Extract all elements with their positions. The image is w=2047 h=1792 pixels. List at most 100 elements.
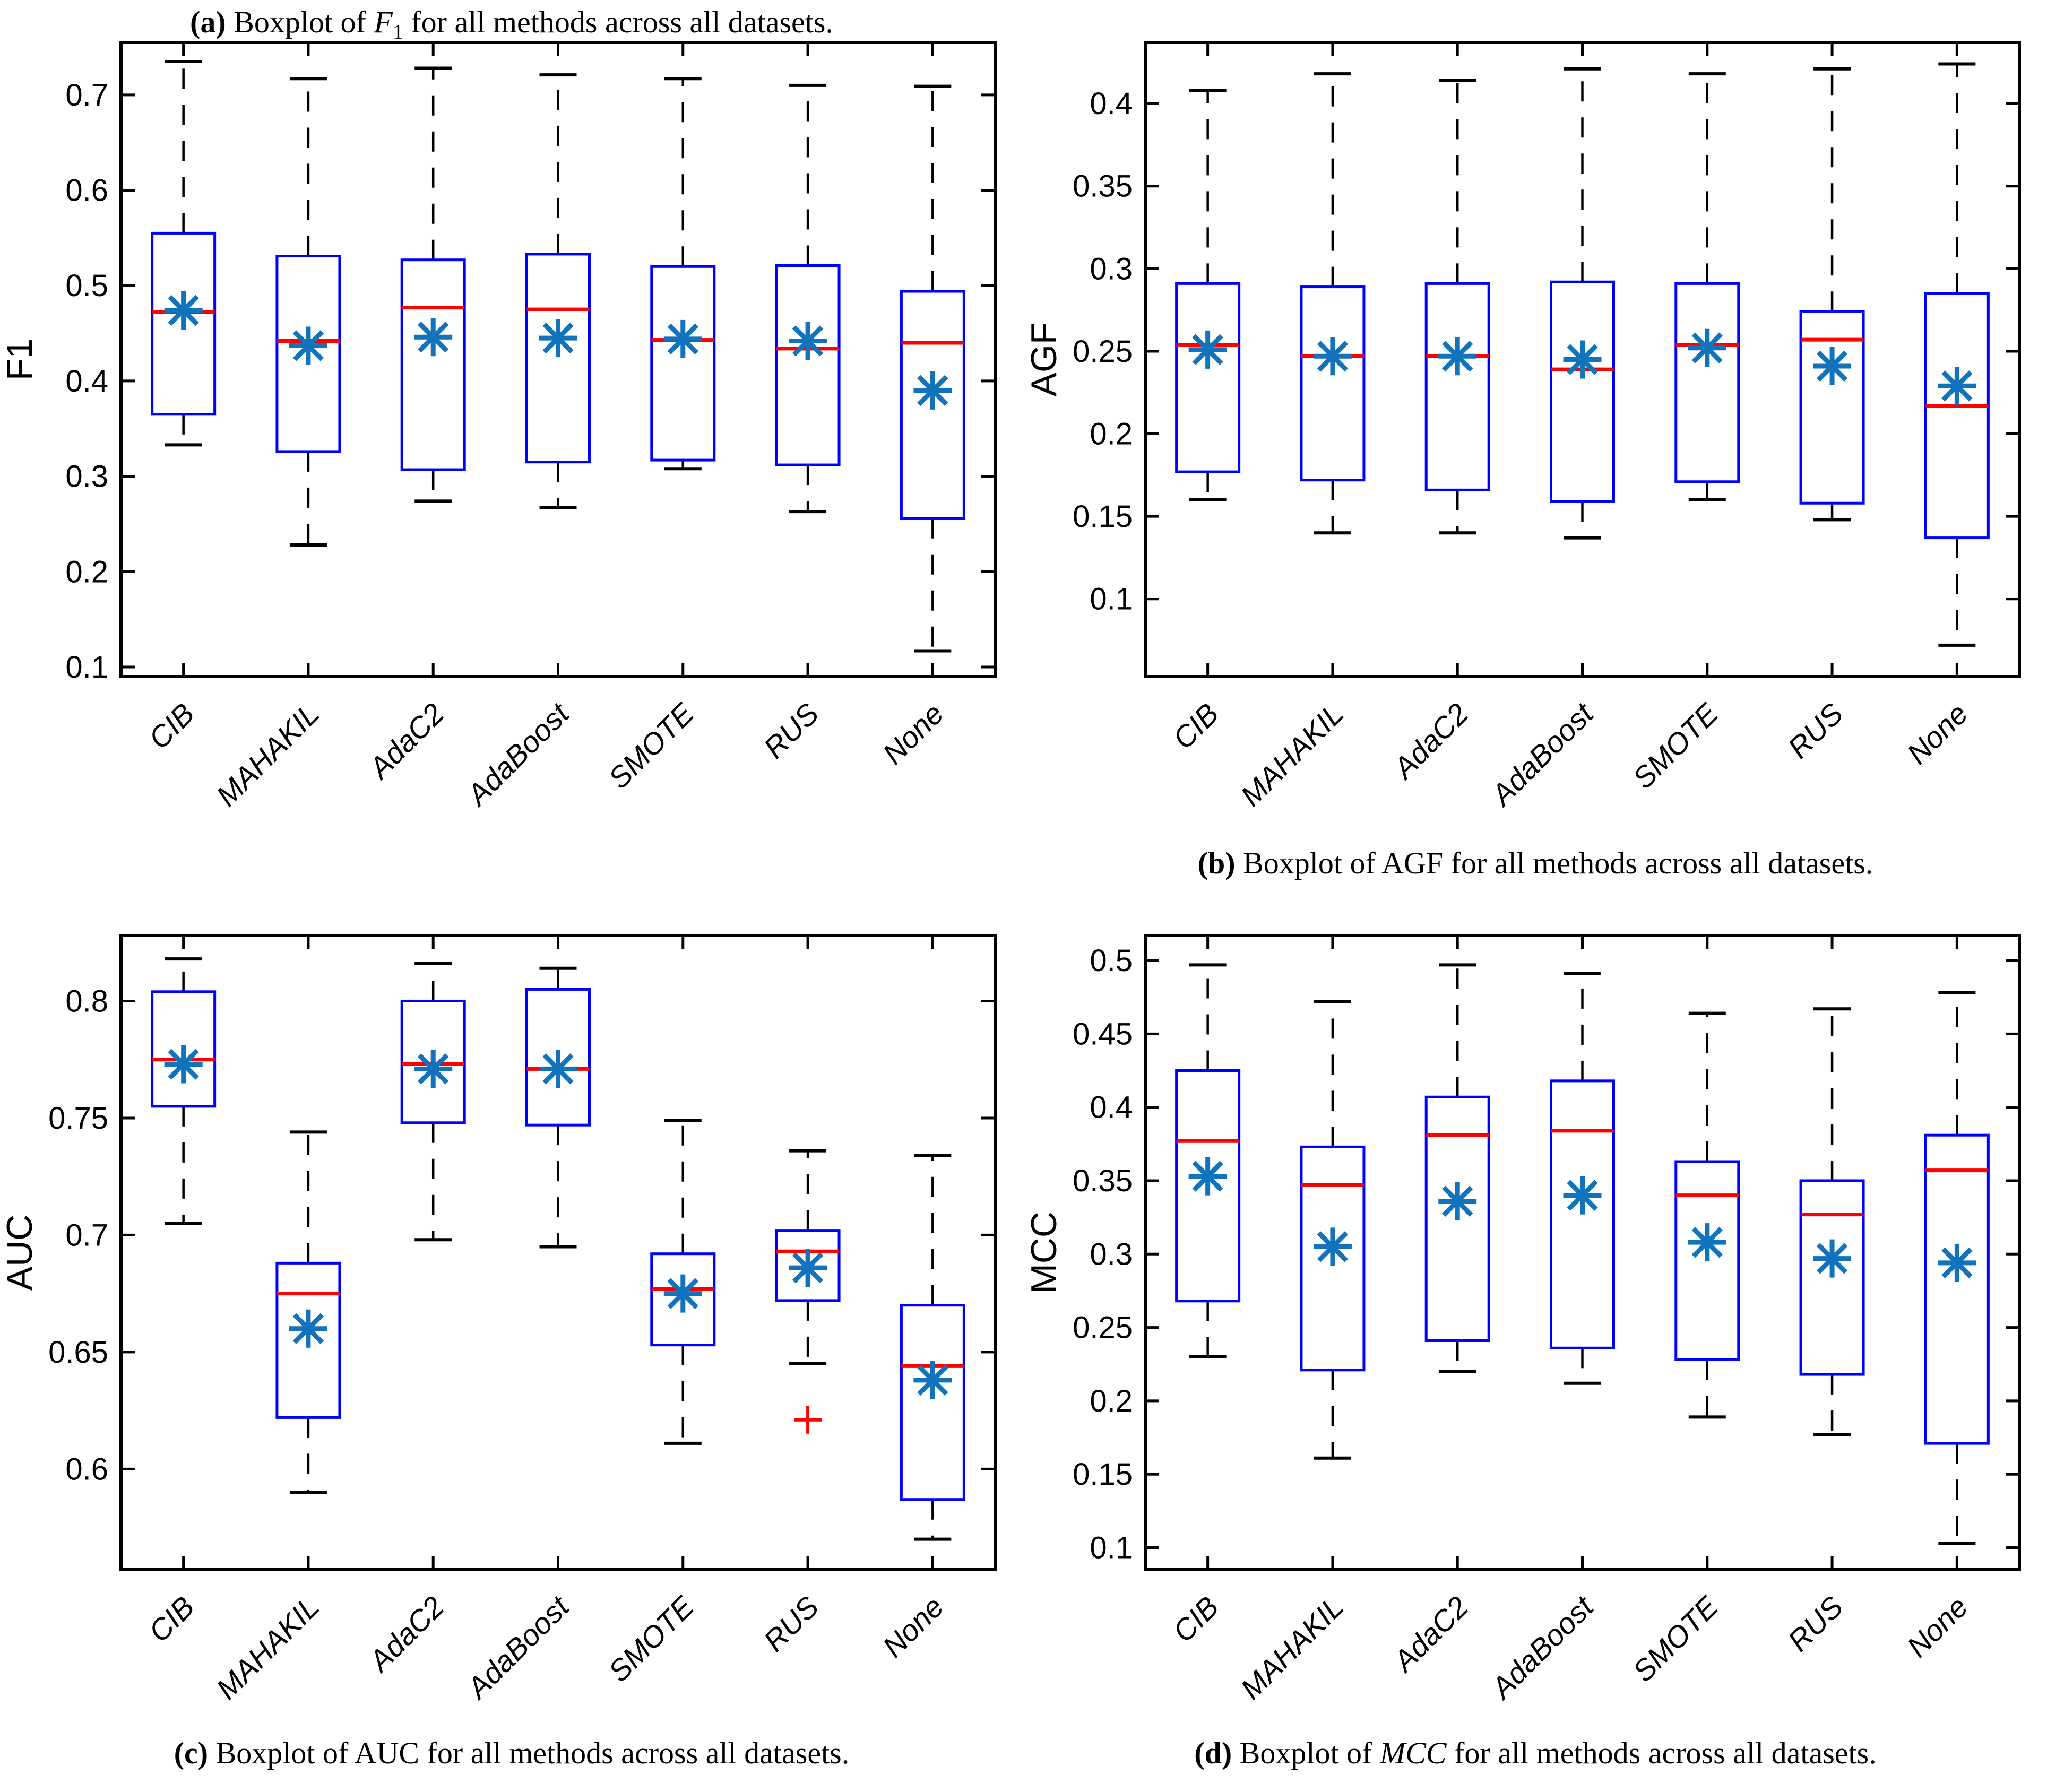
mean-asterisk-marker	[1938, 1243, 1976, 1282]
mean-marker-d2	[168, 1049, 199, 1080]
x-category-label: AdaBoost	[460, 696, 576, 812]
mean-marker-d2	[792, 1252, 824, 1284]
iqr-box	[525, 253, 591, 464]
iqr-box	[1424, 282, 1490, 491]
mean-asterisk-marker	[663, 319, 702, 358]
box-group-SMOTE	[1674, 72, 1740, 502]
mean-marker-d2	[1816, 350, 1848, 382]
x-category-label: SMOTE	[602, 696, 701, 795]
mean-asterisk-marker	[414, 1050, 453, 1088]
iqr-box	[400, 258, 466, 471]
iqr-box	[1175, 282, 1241, 473]
iqr-box	[650, 1252, 716, 1347]
y-tick-label: 0.3	[1090, 1237, 1133, 1271]
box-group-RUS	[775, 1149, 841, 1434]
mean-asterisk-marker	[289, 1309, 327, 1348]
box-group-CIB	[151, 957, 217, 1225]
mean-marker-d2	[1317, 341, 1349, 372]
box-group-MAHAKIL	[275, 1130, 341, 1494]
caption-text-pre: Boxplot of	[1232, 1736, 1380, 1770]
mean-asterisk-marker	[913, 1361, 952, 1399]
x-category-label: None	[1901, 1590, 1974, 1664]
caption-index: (b)	[1197, 846, 1236, 880]
y-tick-label: 0.75	[48, 1101, 108, 1136]
caption-text-post: for all methods across all datasets.	[419, 1736, 850, 1770]
mean-asterisk-marker	[1813, 1239, 1852, 1278]
mean-marker-d2	[1691, 1226, 1723, 1258]
x-category-label: SMOTE	[1626, 1589, 1725, 1688]
mean-asterisk-marker	[1688, 328, 1726, 367]
mean-marker-d2	[667, 323, 698, 355]
x-category-label: RUS	[757, 1590, 825, 1658]
box-group-None	[1924, 62, 1990, 647]
iqr-box	[1550, 280, 1615, 503]
mean-asterisk-marker	[789, 322, 827, 360]
iqr-box	[1924, 292, 1990, 540]
y-axis-label: AGF	[1024, 323, 1064, 397]
box-group-None	[900, 84, 965, 653]
box-group-AdaBoost	[525, 73, 591, 509]
y-tick-label: 0.3	[1090, 252, 1133, 286]
y-axis-label: AUC	[0, 1215, 40, 1291]
mean-asterisk-marker	[1313, 337, 1352, 376]
x-category-label: MAHAKIL	[210, 1590, 325, 1706]
mean-asterisk-marker	[289, 326, 327, 365]
caption-panel-c: (c) Boxplot of AUC for all methods acros…	[0, 1731, 1023, 1786]
caption-text-pre: Boxplot of	[208, 1736, 355, 1770]
x-category-label: None	[876, 697, 950, 771]
x-category-label: AdaBoost	[1484, 696, 1601, 812]
y-tick-label: 0.8	[65, 984, 108, 1018]
mean-asterisk-marker	[1563, 340, 1602, 379]
y-tick-label: 0.25	[1073, 1311, 1133, 1345]
y-tick-label: 0.4	[1090, 1090, 1133, 1125]
box-group-AdaC2	[400, 66, 466, 503]
box-group-AdaC2	[1424, 79, 1490, 535]
caption-panel-a: (a) Boxplot of F1 for all methods across…	[0, 0, 1023, 55]
mean-asterisk-marker	[1688, 1223, 1726, 1262]
mean-asterisk-marker	[913, 371, 952, 410]
mean-marker-d2	[917, 375, 948, 406]
x-category-label: SMOTE	[1626, 696, 1725, 795]
y-tick-label: 0.2	[1090, 1384, 1133, 1418]
x-category-label: CIB	[142, 1590, 201, 1649]
x-category-label: CIB	[142, 697, 201, 756]
mean-asterisk-marker	[1938, 367, 1976, 405]
iqr-box	[1550, 1079, 1615, 1349]
mean-marker-d2	[292, 330, 324, 361]
box-group-RUS	[775, 83, 841, 514]
mean-marker-d2	[1567, 1180, 1598, 1211]
y-tick-label: 0.15	[1073, 499, 1133, 534]
iqr-box	[275, 1261, 341, 1419]
box-group-AdaBoost	[525, 966, 591, 1249]
box-group-CIB	[151, 59, 217, 447]
mean-asterisk-marker	[789, 1249, 827, 1287]
caption-index: (a)	[190, 5, 226, 39]
box-group-MAHAKIL	[1300, 1000, 1366, 1460]
y-tick-label: 0.4	[65, 364, 108, 399]
mean-marker-d2	[917, 1364, 948, 1396]
mean-asterisk-marker	[539, 319, 577, 358]
box-group-SMOTE	[650, 1119, 716, 1445]
boxplot-panel-a: 0.1 0.2 0.3 0.4 0.5 0.6 0.7 CIB MAHAKIL AdaC2 AdaB…	[0, 41, 997, 812]
mean-asterisk-marker	[663, 1274, 702, 1313]
x-category-label: MAHAKIL	[1234, 1590, 1350, 1706]
mean-asterisk-marker	[1188, 330, 1227, 369]
box-group-AdaC2	[400, 962, 466, 1242]
box-group-None	[900, 1154, 965, 1541]
mean-asterisk-marker	[164, 291, 203, 330]
x-category-label: AdaC2	[1386, 1590, 1475, 1679]
mean-asterisk-marker	[1188, 1157, 1227, 1196]
box-group-AdaC2	[1424, 963, 1490, 1373]
iqr-box	[1799, 310, 1865, 505]
mean-asterisk-marker	[164, 1045, 203, 1084]
outlier-plus-marker	[794, 1406, 822, 1434]
box-group-SMOTE	[650, 77, 716, 471]
caption-text-post: for all methods across all datasets.	[403, 5, 833, 39]
caption-metric: AUC	[354, 1736, 420, 1770]
iqr-box	[775, 1229, 841, 1302]
x-category-label: CIB	[1167, 1590, 1225, 1649]
mean-marker-d2	[1941, 1247, 1973, 1279]
